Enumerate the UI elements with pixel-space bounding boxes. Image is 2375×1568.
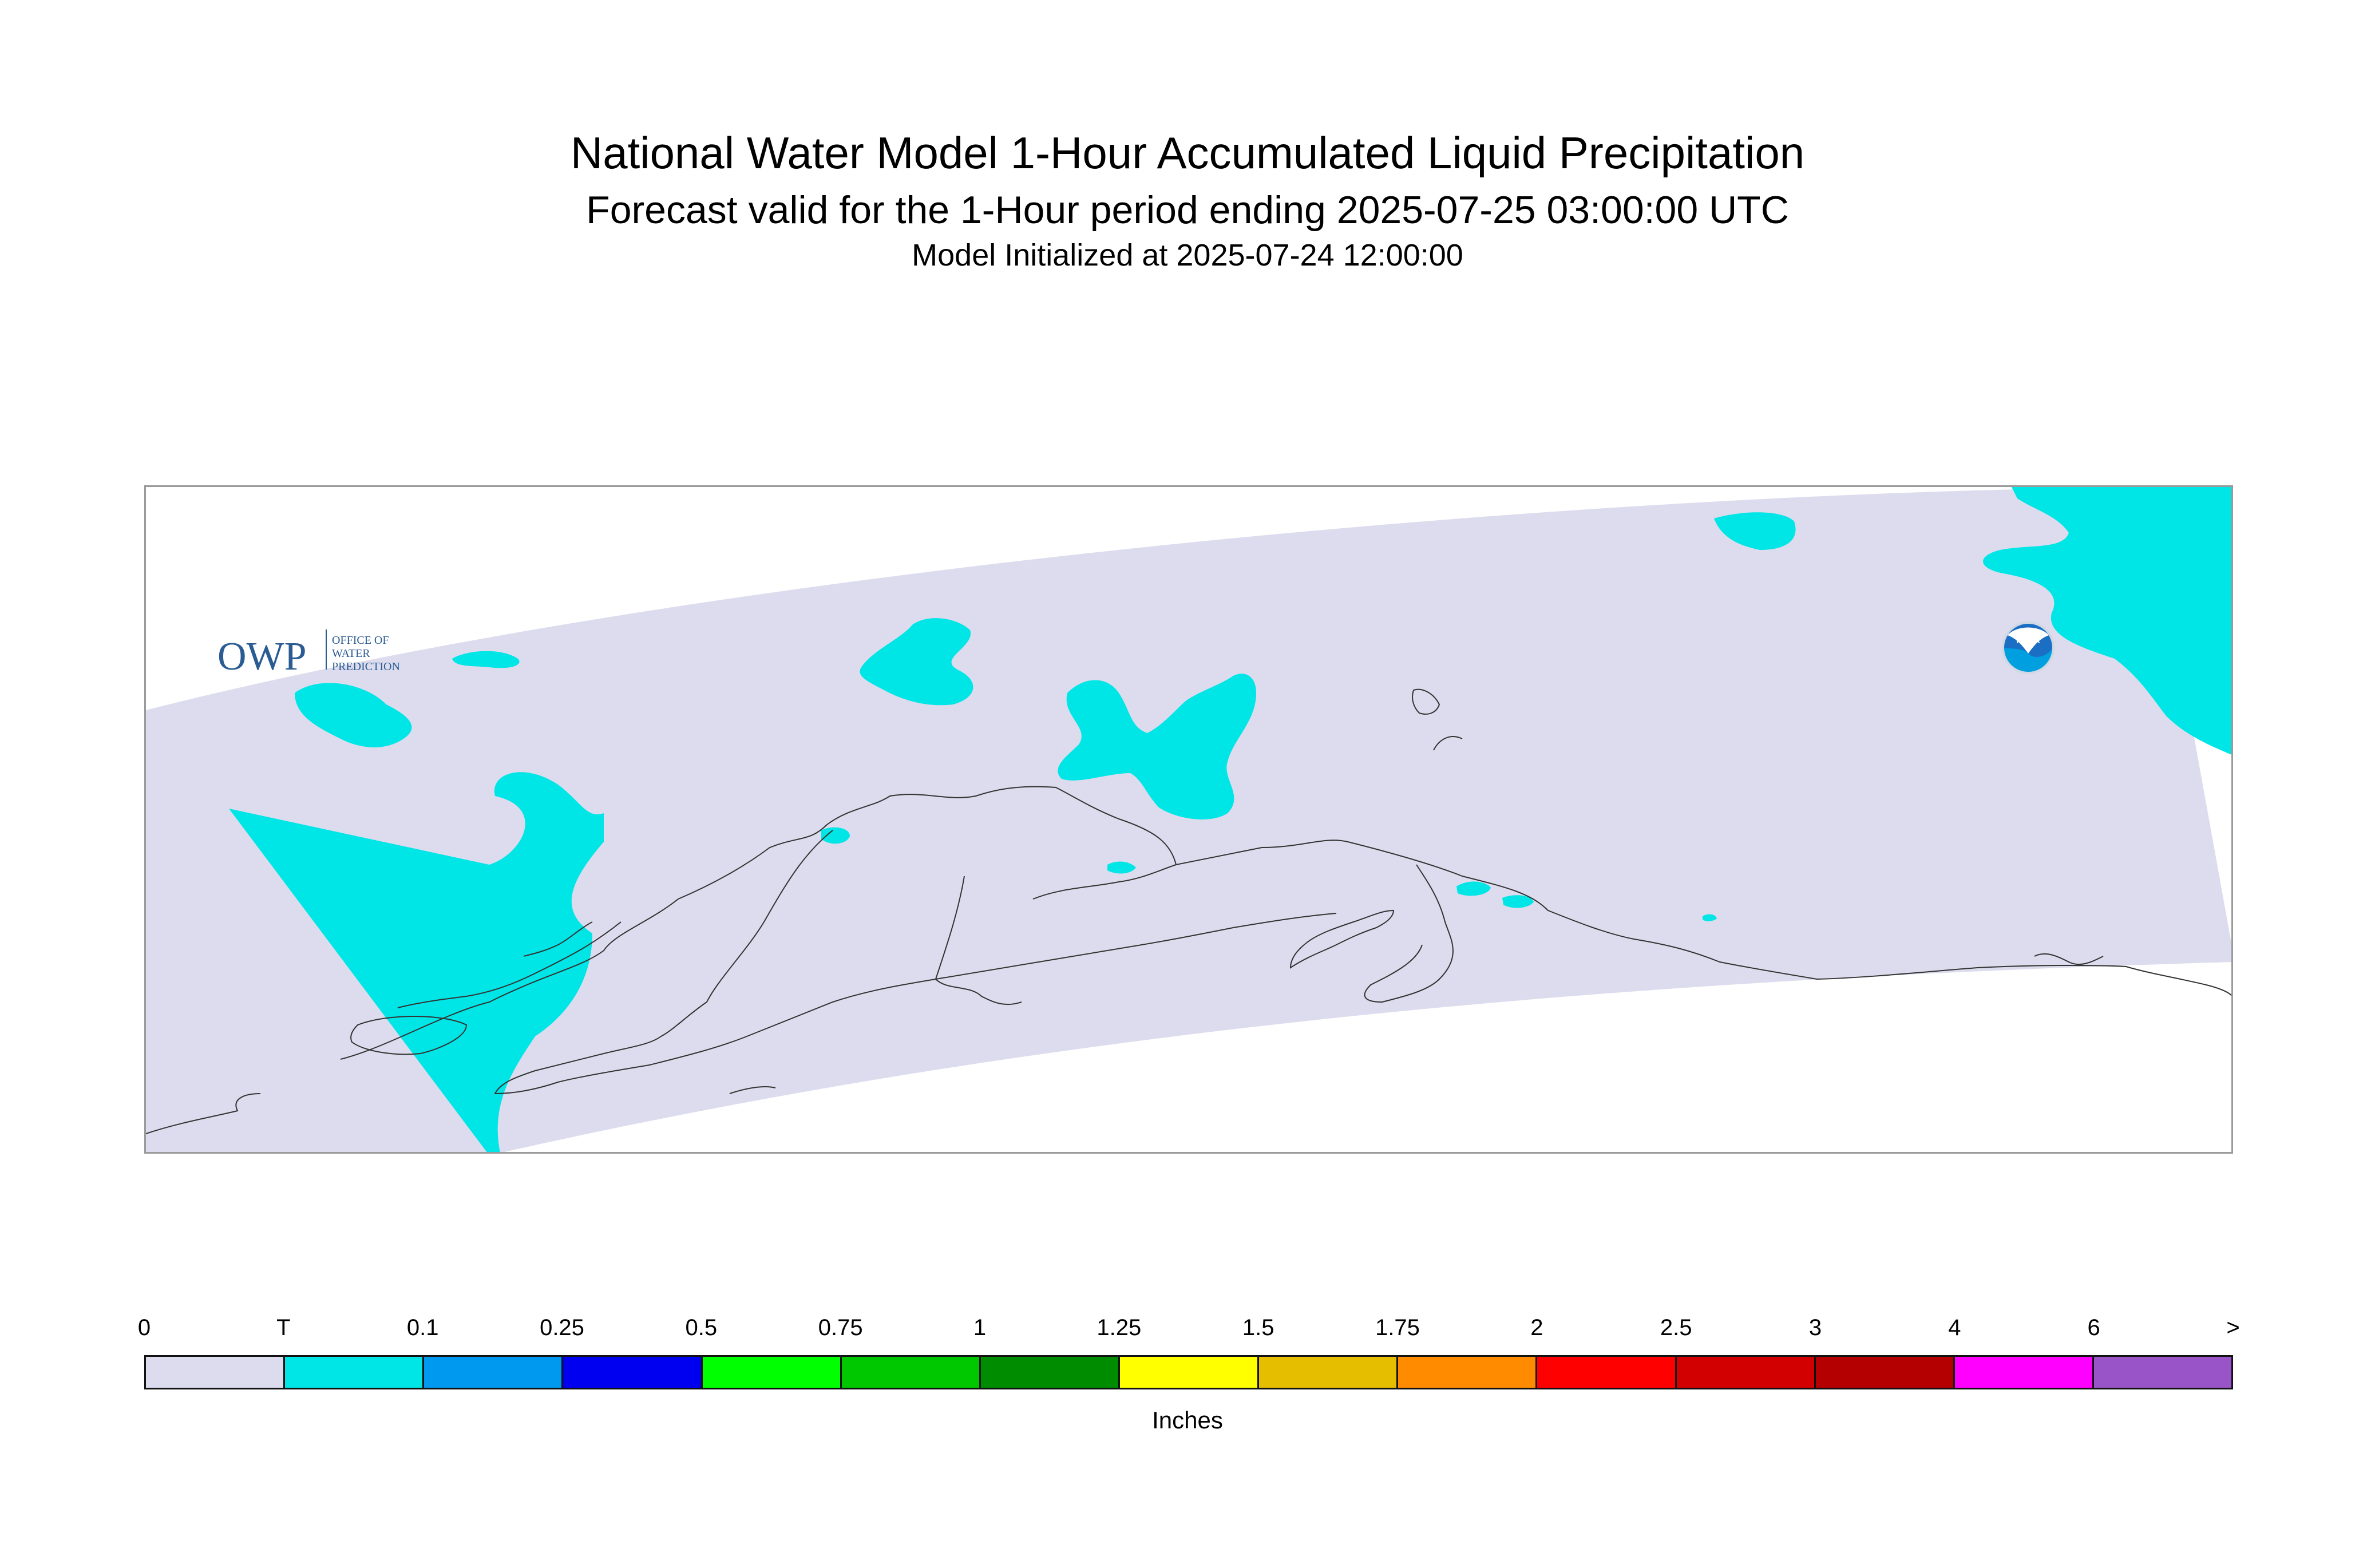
legend-tick-label: T — [276, 1315, 291, 1340]
legend-tick-label: > — [2226, 1315, 2240, 1340]
kenai-coastline — [1364, 864, 1454, 1003]
model-init-time: Model Initialized at 2025-07-24 12:00:00 — [912, 238, 1463, 272]
legend-tick-label: 1.5 — [1242, 1315, 1274, 1340]
map-canvas — [146, 487, 2231, 1152]
precip-area-small-4 — [1502, 895, 1534, 908]
legend-tick-label: 0.5 — [685, 1315, 718, 1340]
island-stlawrence — [146, 1093, 261, 1134]
precip-area-north-1 — [860, 618, 973, 706]
legend-swatch — [1537, 1357, 1677, 1388]
legend-swatch — [2093, 1357, 2232, 1388]
legend-tick-label: 0.25 — [540, 1315, 584, 1340]
legend-swatch — [285, 1357, 425, 1388]
legend-swatch — [146, 1357, 286, 1388]
peninsula-coastline — [494, 830, 1337, 1095]
owp-logo-line: WATER — [332, 647, 370, 660]
coastline-outlines — [146, 688, 2231, 1134]
norton-sound-coast — [397, 921, 622, 1008]
precip-area-small-2 — [1107, 861, 1136, 874]
legend-tick-label: 0.75 — [818, 1315, 863, 1340]
trace-precip-areas — [229, 487, 2231, 1152]
legend-swatch — [1398, 1357, 1538, 1388]
map-subtitle: Forecast valid for the 1-Hour period end… — [586, 188, 1789, 232]
seward-coast — [523, 921, 593, 957]
legend-tick-label: 2.5 — [1660, 1315, 1692, 1340]
noaa-logo-mark: NOAA — [2016, 636, 2040, 645]
legend-tick-label: 3 — [1808, 1315, 1822, 1340]
legend-swatch — [702, 1357, 842, 1388]
precip-area-north-2 — [1058, 674, 1256, 819]
legend-tick-label: 0 — [137, 1315, 151, 1340]
color-legend — [144, 1355, 2233, 1389]
precip-area-small-5 — [1703, 914, 1717, 921]
legend-tick-label: 1 — [973, 1315, 987, 1340]
precip-area-small-3 — [1456, 881, 1491, 896]
precip-area-west — [229, 772, 604, 1152]
legend-swatch — [1815, 1357, 1955, 1388]
legend-tick-label: 4 — [1948, 1315, 1961, 1340]
legend-swatch — [1676, 1357, 1816, 1388]
precip-area-nw-2 — [452, 651, 520, 668]
island-nunivak — [350, 1016, 468, 1055]
legend-tick-label: 1.75 — [1375, 1315, 1420, 1340]
legend-units-label: Inches — [1152, 1407, 1223, 1434]
owp-logo-mark: OWP — [217, 635, 307, 679]
legend-swatch — [1954, 1357, 2094, 1388]
legend-swatch — [841, 1357, 981, 1388]
owp-logo-line: PREDICTION — [332, 660, 400, 673]
map-title: National Water Model 1-Hour Accumulated … — [570, 128, 1805, 178]
interior-river-1 — [1433, 736, 1463, 751]
precip-area-ne-2 — [1983, 487, 2231, 755]
precip-area-ne-1 — [1714, 512, 1796, 550]
legend-tick-label: 2 — [1530, 1315, 1543, 1340]
legend-swatch — [424, 1357, 564, 1388]
legend-swatch — [563, 1357, 703, 1388]
legend-tick-label: 6 — [2087, 1315, 2100, 1340]
map-panel — [144, 485, 2233, 1154]
legend-swatch — [1119, 1357, 1260, 1388]
owp-logo-line: OFFICE OF — [332, 634, 389, 647]
southeast-coast — [2034, 953, 2104, 965]
precip-area-small-1 — [821, 827, 850, 844]
owp-logo: OWP OFFICE OF WATER PREDICTION — [217, 629, 400, 679]
mainland-coastline — [340, 786, 2231, 1060]
island-kodiak — [1289, 909, 1395, 969]
legend-tick-label: 0.1 — [406, 1315, 439, 1340]
legend-swatch — [980, 1357, 1120, 1388]
precip-area-nw-1 — [295, 683, 412, 747]
island-aleutian-1 — [729, 1086, 776, 1094]
legend-swatch — [1259, 1357, 1399, 1388]
bristol-bay-coast — [935, 876, 1022, 1005]
interior-lake-1 — [1412, 688, 1440, 715]
noaa-emblem-icon: NOAA — [2002, 621, 2055, 674]
alaska-range — [1032, 864, 1177, 900]
legend-tick-label: 1.25 — [1097, 1315, 1142, 1340]
model-domain-area — [146, 487, 2231, 1152]
